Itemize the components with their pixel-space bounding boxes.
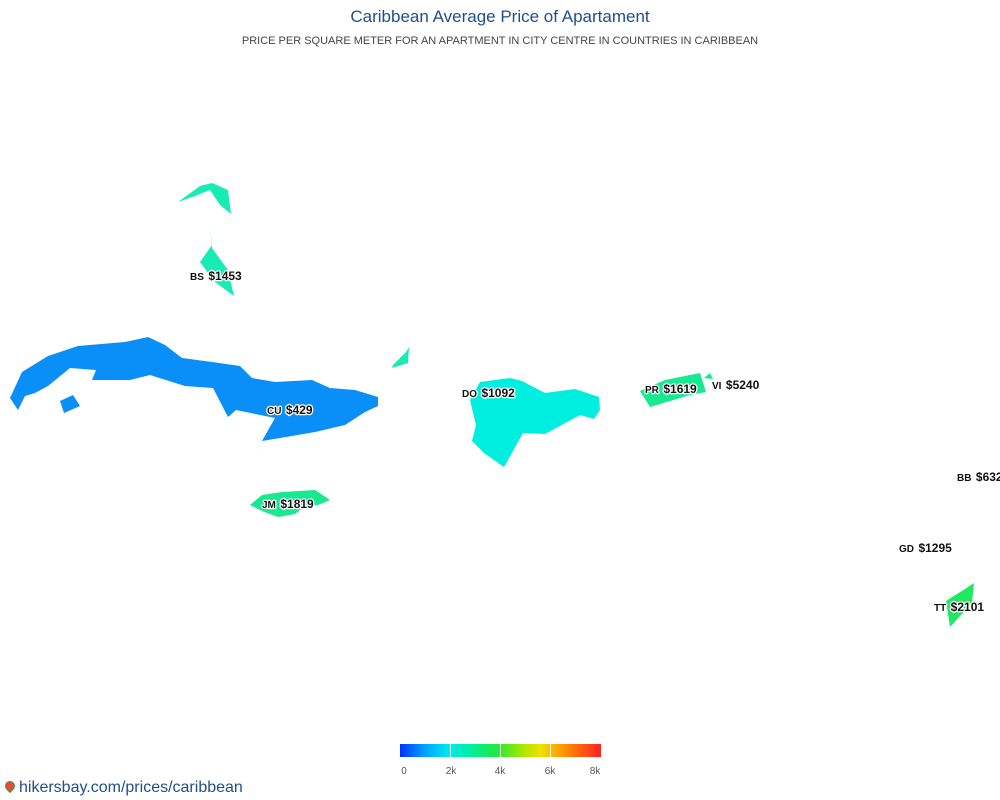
label-jm: JM $1819 — [262, 495, 314, 512]
color-scale-legend: 0 2k 4k 6k 8k — [400, 744, 601, 784]
region-tt-main — [946, 583, 974, 627]
label-tt: TT $2101 — [934, 598, 984, 615]
legend-tick-label: 0 — [401, 766, 407, 777]
legend-tick-label: 4k — [494, 766, 506, 777]
country-bs[interactable] — [178, 183, 234, 296]
region-tc — [392, 347, 409, 368]
legend-tick-mark — [450, 744, 451, 757]
map-title: Caribbean Average Price of Apartament — [350, 7, 650, 26]
region-cu-isle — [60, 395, 80, 413]
legend-tick-mark — [550, 744, 551, 757]
color-scale-bar — [400, 744, 601, 757]
country-cu[interactable] — [10, 337, 378, 441]
source-link[interactable]: hikersbay.com/prices/caribbean — [2, 778, 243, 797]
country-pr[interactable] — [640, 373, 713, 407]
country-do[interactable] — [470, 378, 600, 467]
region-do-main — [470, 378, 600, 467]
country-tc — [392, 347, 409, 368]
region-bs-north — [178, 183, 231, 214]
region-cu-main — [10, 337, 378, 441]
label-gd: GD $1295 — [899, 539, 952, 556]
legend-tick-mark — [500, 744, 501, 757]
label-vi: VI $5240 — [712, 376, 760, 393]
label-bs: BS $1453 — [190, 267, 242, 284]
region-pr-islet — [704, 373, 713, 379]
label-pr: PR $1619 — [645, 380, 697, 397]
label-cu: CU $429 — [267, 401, 313, 418]
region-jm-main — [250, 490, 330, 517]
label-do: DO $1092 — [462, 384, 515, 401]
region-pr-main — [640, 373, 706, 407]
legend-tick-label: 2k — [445, 766, 457, 777]
country-jm[interactable] — [250, 490, 330, 517]
region-bs-south — [200, 227, 234, 296]
source-link-text[interactable]: hikersbay.com/prices/caribbean — [19, 779, 243, 796]
label-bb: BB $632 — [957, 468, 1000, 485]
legend-tick-label: 6k — [544, 766, 556, 777]
legend-tick-label: 8k — [589, 766, 601, 777]
country-tt[interactable] — [946, 583, 974, 627]
map-subtitle: PRICE PER SQUARE METER FOR AN APARTMENT … — [241, 35, 759, 47]
location-pin-icon — [2, 778, 18, 794]
